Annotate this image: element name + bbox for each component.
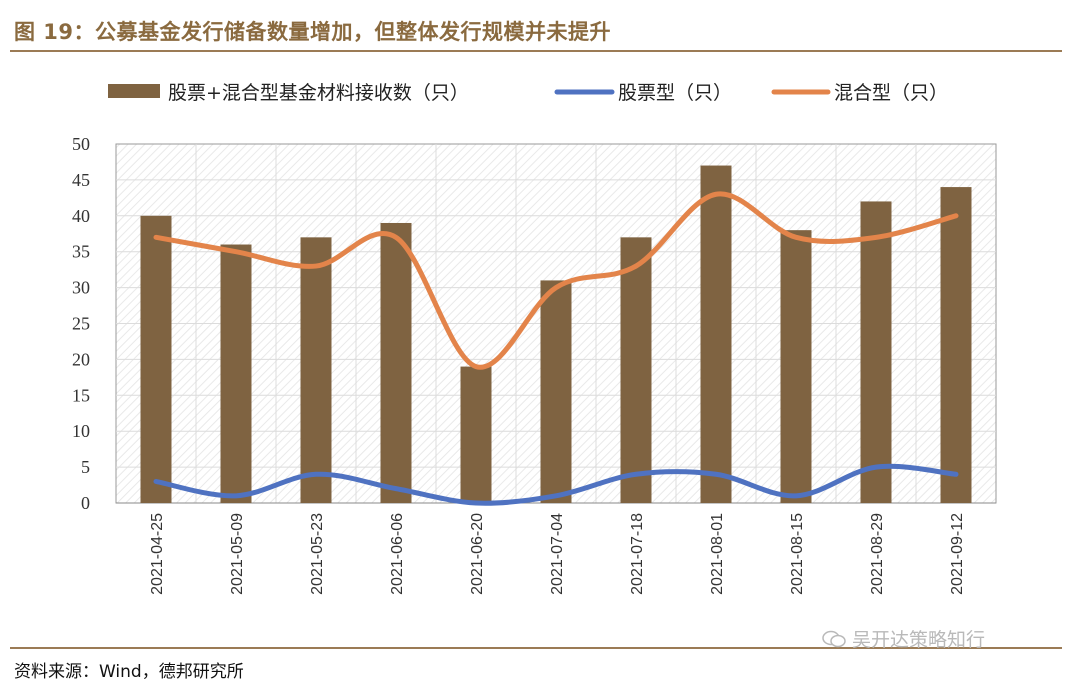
legend-label-mixed: 混合型（只）: [834, 82, 948, 104]
y-tick-label: 15: [72, 385, 90, 405]
legend-label-stock: 股票型（只）: [618, 82, 732, 104]
bar: [940, 187, 972, 503]
legend: 股票+混合型基金材料接收数（只） 股票型（只） 混合型（只）: [108, 82, 948, 104]
x-tick-label: 2021-08-15: [789, 513, 806, 595]
series-lines: [153, 191, 959, 506]
x-tick-label: 2021-09-12: [949, 513, 966, 595]
x-tick-label: 2021-05-23: [309, 513, 326, 595]
bars: [140, 165, 972, 504]
y-tick-label: 20: [72, 349, 90, 369]
y-tick-label: 50: [72, 134, 90, 154]
top-rule: [10, 50, 1062, 52]
bar: [860, 201, 892, 503]
y-tick-label: 10: [72, 421, 90, 441]
bottom-rule: [10, 647, 1062, 649]
x-tick-label: 2021-05-09: [229, 513, 246, 595]
series-line-stock: [153, 463, 959, 506]
y-tick-label: 30: [72, 278, 90, 298]
y-tick-label: 25: [72, 314, 90, 334]
bar: [780, 230, 812, 503]
bar: [300, 237, 332, 503]
y-tick-label: 0: [81, 493, 90, 513]
x-tick-label: 2021-06-06: [389, 513, 406, 595]
x-tick-label: 2021-06-20: [469, 513, 486, 595]
y-tick-label: 45: [72, 170, 90, 190]
bar: [700, 165, 732, 504]
bar: [620, 237, 652, 503]
bar: [380, 222, 412, 504]
bar: [220, 244, 252, 503]
y-tick-label: 5: [81, 457, 90, 477]
source-note: 资料来源：Wind，德邦研究所: [14, 662, 244, 682]
series-line-mixed: [153, 191, 959, 370]
watermark-text: 吴开达策略知行: [852, 629, 986, 651]
x-tick-label: 2021-07-18: [629, 513, 646, 595]
wechat-icon: [822, 630, 846, 647]
y-tick-label: 40: [72, 206, 90, 226]
legend-swatch-bar: [108, 84, 160, 98]
figure-title: 图 19：公募基金发行储备数量增加，但整体发行规模并未提升: [14, 20, 612, 44]
x-axis-ticks: 2021-04-25 2021-05-09 2021-05-23 2021-06-06…: [149, 513, 966, 595]
legend-label-bar: 股票+混合型基金材料接收数（只）: [168, 82, 469, 104]
x-tick-label: 2021-08-29: [869, 513, 886, 595]
y-tick-label: 35: [72, 242, 90, 262]
bar: [460, 366, 492, 503]
bar: [540, 280, 572, 503]
chart: 股票+混合型基金材料接收数（只） 股票型（只） 混合型（只） 051015202…: [72, 82, 997, 595]
bar: [140, 215, 172, 504]
x-tick-label: 2021-04-25: [149, 513, 166, 595]
x-tick-label: 2021-08-01: [709, 513, 726, 595]
watermark: 吴开达策略知行: [822, 625, 985, 652]
x-tick-label: 2021-07-04: [549, 513, 566, 595]
y-axis-ticks: 0 5 10 15 20 25 30 35 40 45 50: [72, 134, 90, 513]
